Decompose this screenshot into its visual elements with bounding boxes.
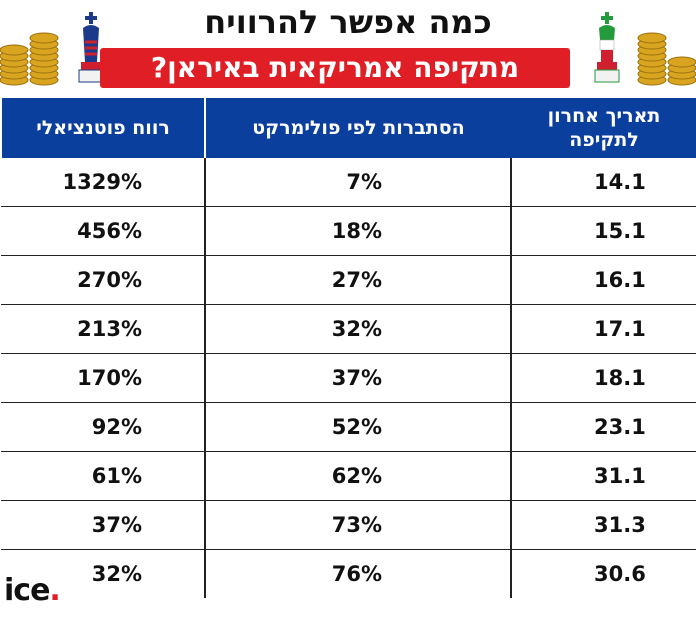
date-cell: 23.1 — [511, 402, 696, 452]
logo-dot: . — [49, 573, 60, 608]
probability-cell: 52% — [204, 402, 512, 452]
logo-text: ice — [4, 573, 50, 608]
date-cell: 15.1 — [511, 206, 696, 256]
probability-cell: 76% — [204, 549, 512, 598]
subtitle-banner — [100, 48, 570, 88]
probability-cell: 32% — [204, 304, 512, 354]
profit-cell: 32% — [91, 562, 142, 586]
profit-cell: 37% — [1, 500, 205, 550]
iran-chess-king-icon — [594, 12, 620, 83]
table-row: 456% 18% 15.1 — [1, 206, 696, 256]
usa-chess-king-icon — [78, 12, 104, 83]
date-cell: 31.1 — [511, 451, 696, 501]
column-header-date: תאריך אחרון לתקיפה — [511, 98, 696, 158]
profit-cell: 170% — [1, 353, 205, 403]
header: כמה אפשר להרוויח מתקיפה אמריקאית באיראן? — [0, 0, 696, 98]
probability-cell: 27% — [204, 255, 512, 305]
date-cell: 18.1 — [511, 353, 696, 403]
profit-cell: 92% — [1, 402, 205, 452]
profit-cell: 456% — [1, 206, 205, 256]
table-row: 37% 73% 31.3 — [1, 500, 696, 550]
date-cell: 17.1 — [511, 304, 696, 354]
date-cell: 14.1 — [511, 158, 696, 207]
gold-coins-icon — [637, 32, 696, 86]
column-header-probability: הסתברות לפי פולימרקט — [204, 98, 511, 158]
date-cell: 31.3 — [511, 500, 696, 550]
profit-table: רווח פוטנציאלי הסתברות לפי פולימרקט תארי… — [0, 98, 696, 598]
table-row: 213% 32% 17.1 — [1, 304, 696, 354]
table-body: 1329% 7% 14.1 456% 18% 15.1 270% 27% 16.1 213% 32%… — [1, 158, 696, 598]
probability-cell: 62% — [204, 451, 512, 501]
gold-coins-icon — [0, 32, 59, 86]
table-row: 170% 37% 18.1 — [1, 353, 696, 403]
table-row: 1329% 7% 14.1 — [1, 158, 696, 207]
profit-cell: 1329% — [1, 158, 205, 207]
page-title: כמה אפשר להרוויח — [204, 3, 492, 41]
brand-logo: ice. — [4, 573, 61, 608]
probability-cell: 7% — [204, 158, 512, 207]
probability-cell: 73% — [204, 500, 512, 550]
probability-cell: 37% — [204, 353, 512, 403]
date-cell: 30.6 — [594, 562, 646, 586]
date-cell: 16.1 — [511, 255, 696, 305]
table-header-row: רווח פוטנציאלי הסתברות לפי פולימרקט תארי… — [0, 98, 696, 158]
profit-cell: 270% — [1, 255, 205, 305]
table-row: 32% 76% 30.6 — [1, 549, 696, 598]
probability-cell: 18% — [204, 206, 512, 256]
page-subtitle: מתקיפה אמריקאית באיראן? — [150, 51, 520, 84]
table-row: 270% 27% 16.1 — [1, 255, 696, 305]
profit-cell: 61% — [1, 451, 205, 501]
table-row: 92% 52% 23.1 — [1, 402, 696, 452]
profit-cell: 213% — [1, 304, 205, 354]
column-header-profit: רווח פוטנציאלי — [0, 98, 205, 158]
table-row: 61% 62% 31.1 — [1, 451, 696, 501]
